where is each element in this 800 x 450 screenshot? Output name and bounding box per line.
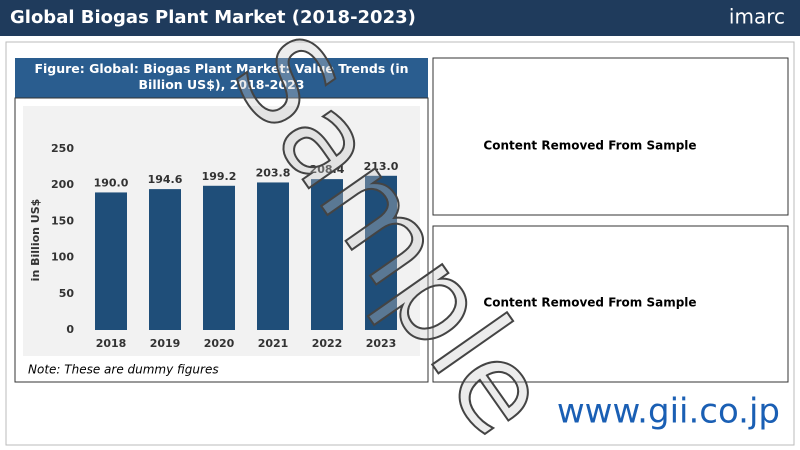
footer-url: www.gii.co.jp (557, 392, 780, 432)
y-tick-label: 250 (51, 142, 74, 155)
bar (365, 175, 397, 330)
panel (432, 57, 789, 216)
chart-box (14, 97, 429, 383)
bar (203, 185, 235, 330)
note: Note: These are dummy figures (28, 363, 219, 377)
plot: 0 50 100 150 200 250 2018 190.0 2019 194.6 2020 199… (51, 142, 399, 350)
x-tick-label: 2021 (258, 337, 289, 350)
y-tick-label: 200 (51, 178, 74, 191)
panel (432, 225, 789, 383)
logo: imarc (729, 5, 785, 29)
bar (311, 179, 343, 330)
value-label: 194.6 (148, 173, 183, 186)
header-bar (0, 0, 800, 36)
y-tick-label: 50 (59, 287, 75, 300)
value-label: 199.2 (202, 170, 237, 183)
frame (5, 41, 795, 446)
value-label: 213.0 (364, 160, 399, 173)
chart-title-box (15, 58, 428, 98)
y-tick-label: 100 (51, 251, 74, 264)
panel-text: Content Removed From Sample (483, 296, 696, 310)
bar (257, 182, 289, 330)
x-tick-label: 2022 (312, 337, 343, 350)
panel-text: Content Removed From Sample (483, 139, 696, 153)
value-label: 190.0 (94, 176, 129, 189)
x-tick-label: 2023 (366, 337, 397, 350)
value-label: 208.4 (310, 163, 345, 176)
x-tick-label: 2019 (150, 337, 181, 350)
bar (95, 192, 127, 330)
y-tick-label: 0 (66, 323, 74, 336)
y-axis-label: in Billion US$ (29, 199, 42, 282)
chart-title-wrap: Figure: Global: Biogas Plant Market: Val… (34, 61, 409, 92)
x-tick-label: 2020 (204, 337, 235, 350)
y-tick-label: 150 (51, 214, 74, 227)
chart-title: Figure: Global: Biogas Plant Market: Val… (34, 61, 409, 92)
value-label: 203.8 (256, 166, 291, 179)
header-title: Global Biogas Plant Market (2018-2023) (10, 7, 416, 28)
x-tick-label: 2018 (96, 337, 127, 350)
bar (149, 189, 181, 330)
